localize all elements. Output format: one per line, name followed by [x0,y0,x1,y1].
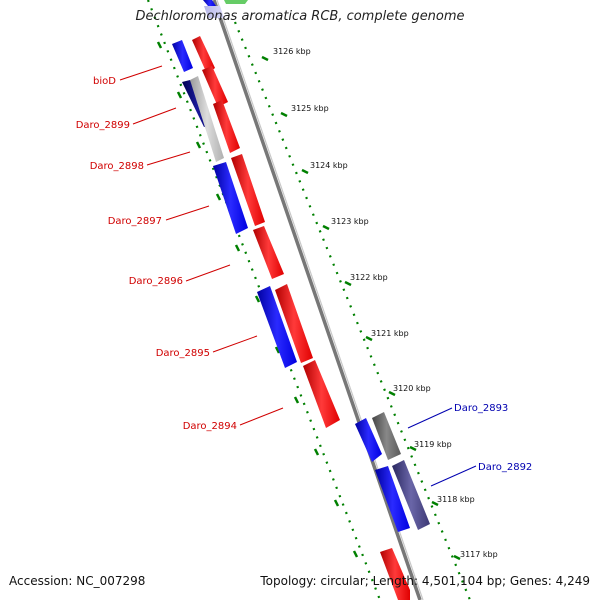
gene-bioD[interactable] [172,40,193,72]
gene-label-daro-2897[interactable]: Daro_2897 [108,216,162,227]
gene-label-daro-2898[interactable]: Daro_2898 [90,161,144,172]
gene-red-2 [202,66,228,107]
gene-daro-2898[interactable] [190,76,224,162]
gene-label-daro-2892[interactable]: Daro_2892 [478,462,532,473]
tick-label: 3126 kbp [273,47,311,56]
tick-label: 3117 kbp [460,550,498,559]
gene-red-bottom [380,548,410,600]
topology-text: Topology: circular; Length: 4,501,104 bp… [260,574,590,588]
left-label-leaders [119,65,284,426]
reverse-strand-genes [172,0,410,532]
gene-label-bioD[interactable]: bioD [93,76,116,87]
outer-major-ticks [261,55,461,561]
inner-major-ticks [156,41,359,558]
left-gene-labels: bioD Daro_2899 Daro_2898 Daro_2897 Daro_… [76,76,237,432]
right-gene-labels: Daro_2893 Daro_2892 [454,403,532,473]
gene-blue-top [203,0,216,6]
gene-daro-2896[interactable] [253,226,284,279]
tick-label: 3119 kbp [414,440,452,449]
tick-label: 3125 kbp [291,104,329,113]
tick-label: 3118 kbp [437,495,475,504]
gene-daro-2897[interactable] [213,162,248,234]
gene-label-daro-2895[interactable]: Daro_2895 [156,348,210,359]
tick-label: 3124 kbp [310,161,348,170]
gene-label-daro-2896[interactable]: Daro_2896 [129,276,183,287]
tick-label: 3123 kbp [331,217,369,226]
page-title: Dechloromonas aromatica RCB, complete ge… [135,9,465,24]
gene-daro-2894[interactable] [303,360,340,428]
gene-label-daro-2899[interactable]: Daro_2899 [76,120,130,131]
accession-text: Accession: NC_007298 [9,574,146,588]
gene-daro-2892[interactable] [392,460,430,530]
gene-daro-2895[interactable] [257,286,297,368]
gene-label-daro-2894[interactable]: Daro_2894 [183,421,237,432]
gene-red-3 [213,100,240,153]
right-label-leaders [407,407,477,487]
tick-label: 3121 kbp [371,329,409,338]
scale-labels: 3126 kbp 3125 kbp 3124 kbp 3123 kbp 3122… [273,47,498,559]
genome-backbone [212,0,422,600]
tick-label: 3120 kbp [393,384,431,393]
gene-label-daro-2893[interactable]: Daro_2893 [454,403,508,414]
top-green-fragment [224,0,248,4]
top-lavender-fragment [204,6,224,18]
gene-blue-lower [375,466,410,532]
gene-daro-2893[interactable] [355,418,382,462]
gene-red-5 [275,284,313,363]
forward-strand-genes [192,36,430,600]
gene-dark-gray [372,412,401,460]
gene-red-4 [231,154,265,226]
gene-red-1 [192,36,215,74]
tick-label: 3122 kbp [350,273,388,282]
